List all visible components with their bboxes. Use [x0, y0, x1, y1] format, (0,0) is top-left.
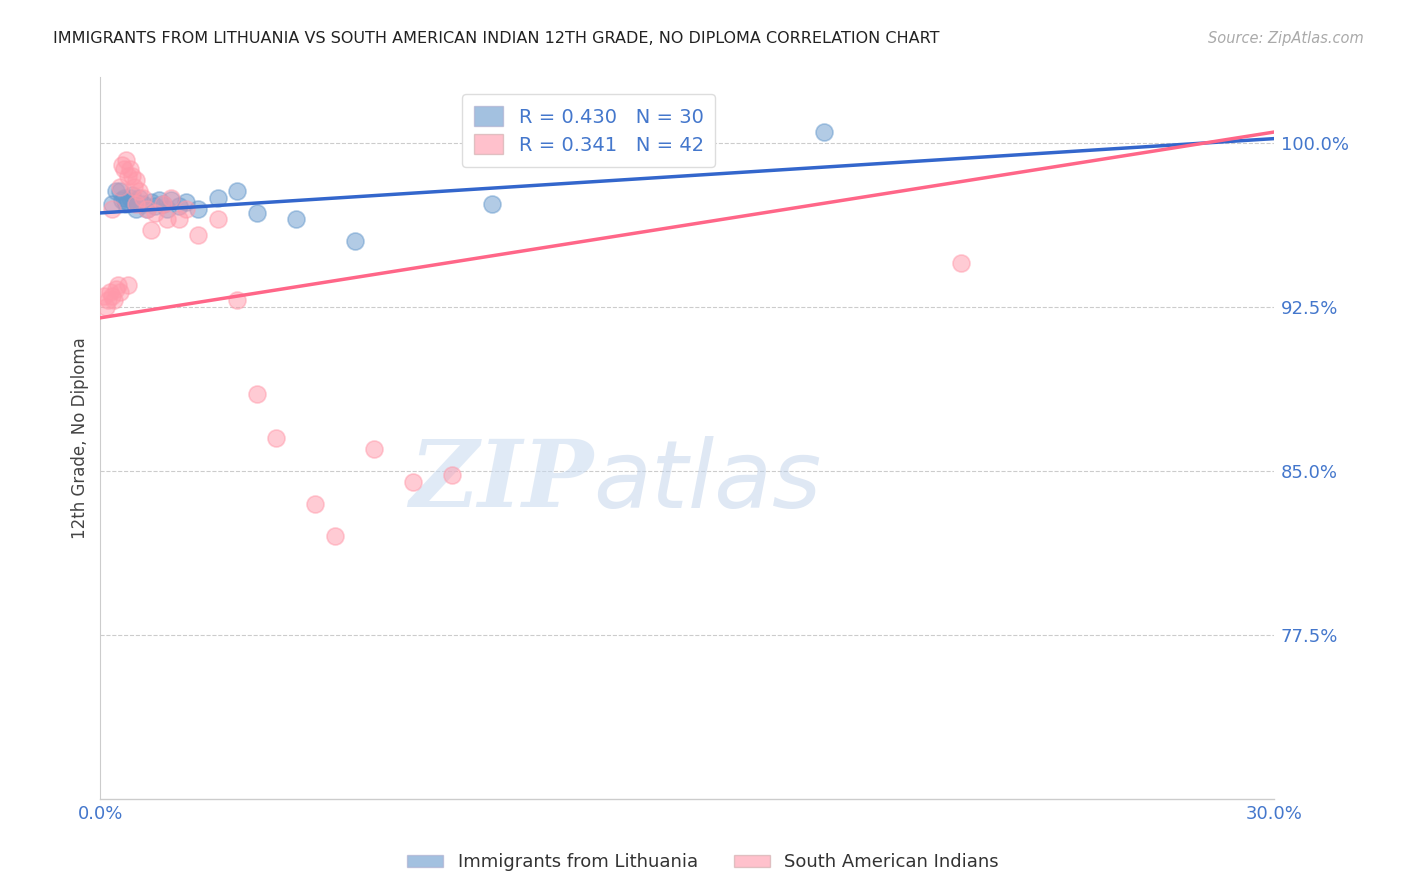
Point [128, 184, 150, 198]
Point [136, 202, 159, 216]
Point [343, 235, 366, 249]
Point [363, 442, 385, 456]
Point [284, 212, 307, 227]
Point [111, 158, 134, 172]
Point [101, 289, 124, 303]
Point [167, 212, 190, 227]
Point [132, 191, 155, 205]
Point [108, 285, 131, 299]
Point [141, 194, 163, 209]
Point [124, 197, 146, 211]
Point [176, 194, 198, 209]
Point [226, 293, 249, 308]
Point [105, 282, 128, 296]
Point [124, 173, 146, 187]
Point [159, 193, 181, 207]
Point [207, 212, 229, 227]
Point [304, 497, 326, 511]
Point [108, 179, 131, 194]
Point [114, 197, 136, 211]
Point [117, 194, 139, 209]
Point [117, 169, 139, 183]
Point [266, 431, 288, 445]
Text: ZIP: ZIP [409, 436, 593, 526]
Point [949, 256, 972, 270]
Point [112, 162, 135, 177]
Point [187, 227, 209, 242]
Point [108, 184, 131, 198]
Point [107, 278, 129, 293]
Point [813, 125, 835, 139]
Point [96, 300, 118, 314]
Point [226, 184, 249, 198]
Point [441, 468, 464, 483]
Y-axis label: 12th Grade, No Diploma: 12th Grade, No Diploma [72, 337, 89, 539]
Point [402, 475, 425, 489]
Point [156, 202, 179, 216]
Point [112, 191, 135, 205]
Point [143, 206, 166, 220]
Point [124, 202, 146, 216]
Text: atlas: atlas [593, 436, 821, 527]
Point [122, 194, 145, 209]
Point [167, 199, 190, 213]
Point [105, 184, 128, 198]
Legend: Immigrants from Lithuania, South American Indians: Immigrants from Lithuania, South America… [399, 847, 1007, 879]
Point [121, 188, 143, 202]
Point [101, 202, 124, 216]
Point [118, 162, 141, 177]
Point [323, 529, 346, 543]
Point [103, 293, 125, 308]
Point [176, 202, 198, 216]
Point [187, 202, 209, 216]
Point [141, 223, 163, 237]
Point [143, 199, 166, 213]
Point [148, 193, 170, 207]
Point [246, 387, 269, 401]
Point [101, 197, 124, 211]
Point [114, 153, 136, 168]
Point [132, 197, 155, 211]
Point [122, 179, 145, 194]
Point [156, 212, 179, 227]
Point [207, 191, 229, 205]
Point [97, 293, 120, 308]
Point [152, 197, 174, 211]
Point [128, 191, 150, 205]
Point [246, 206, 269, 220]
Point [117, 278, 139, 293]
Point [152, 197, 174, 211]
Text: IMMIGRANTS FROM LITHUANIA VS SOUTH AMERICAN INDIAN 12TH GRADE, NO DIPLOMA CORREL: IMMIGRANTS FROM LITHUANIA VS SOUTH AMERI… [53, 31, 941, 46]
Point [481, 197, 503, 211]
Legend: R = 0.430   N = 30, R = 0.341   N = 42: R = 0.430 N = 30, R = 0.341 N = 42 [463, 95, 716, 167]
Text: Source: ZipAtlas.com: Source: ZipAtlas.com [1208, 31, 1364, 46]
Point [136, 202, 159, 216]
Point [98, 285, 121, 299]
Point [159, 191, 181, 205]
Point [118, 191, 141, 205]
Point [121, 169, 143, 183]
Point [93, 289, 115, 303]
Point [111, 193, 134, 207]
